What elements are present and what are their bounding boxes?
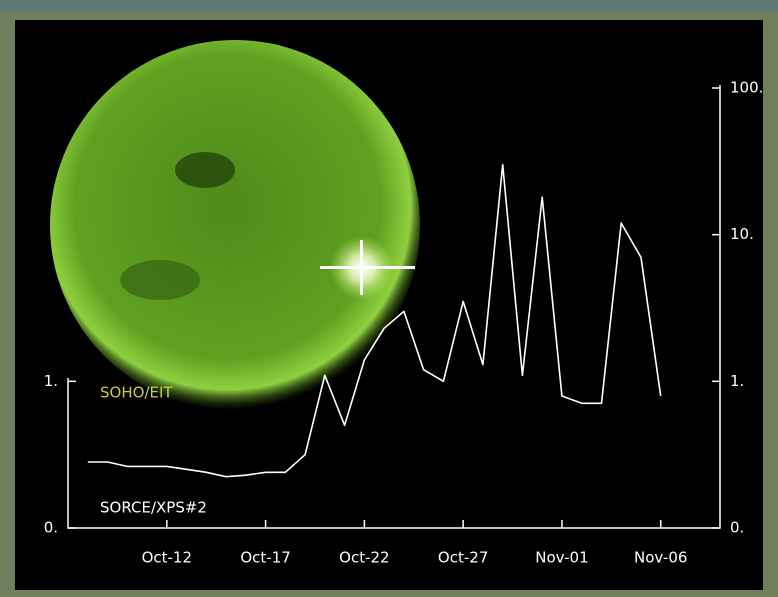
data-line (87, 163, 662, 478)
x-tick-label: Oct-12 (142, 549, 192, 567)
sun-image (50, 40, 420, 410)
annotation: SOHO/EIT (100, 384, 173, 402)
y2-tick-label: 1. (730, 372, 744, 390)
x-tick-label: Oct-17 (240, 549, 290, 567)
top-strip (0, 0, 778, 12)
x-tick-label: Nov-01 (535, 549, 588, 567)
y2-tick-label: 100. (730, 79, 763, 97)
x-tick-label: Oct-27 (438, 549, 488, 567)
x-tick-label: Oct-22 (339, 549, 389, 567)
axes (67, 85, 721, 529)
y2-tick-label: 10. (730, 225, 754, 243)
y-tick-label: 1. (44, 372, 58, 390)
x-tick-label: Nov-06 (634, 549, 687, 567)
y2-tick-label: 0. (730, 519, 744, 537)
y-tick-label: 0. (44, 519, 58, 537)
annotation: SORCE/XPS#2 (100, 499, 207, 517)
